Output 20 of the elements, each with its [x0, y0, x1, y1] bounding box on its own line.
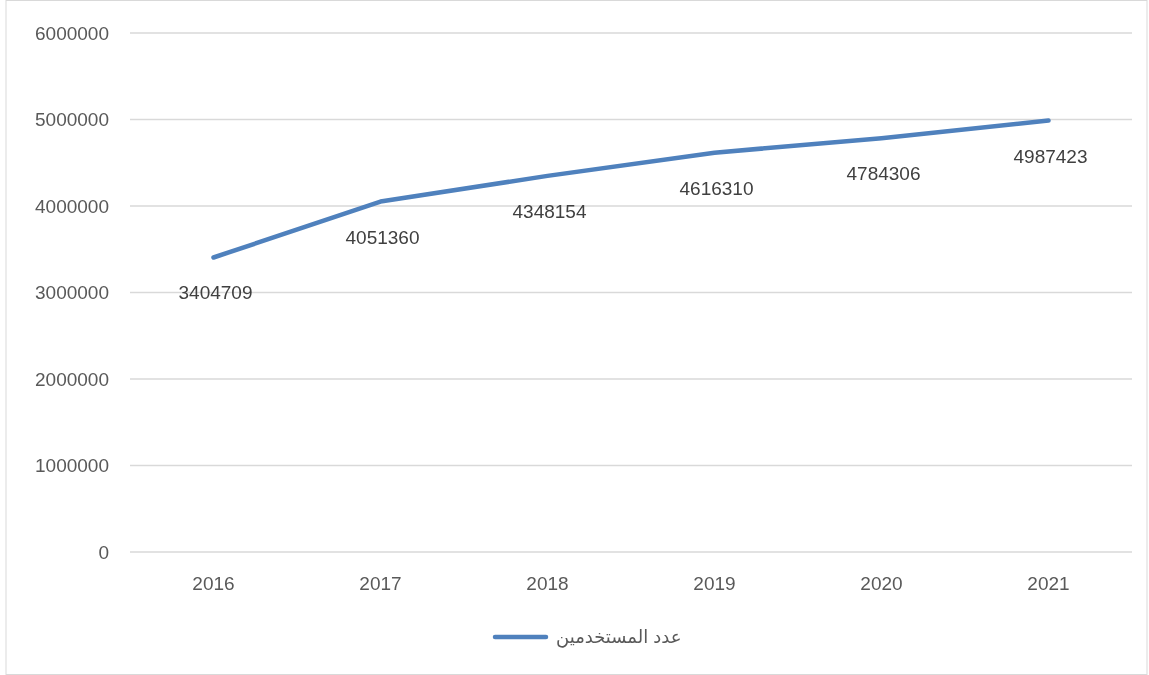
- y-tick-label: 1000000: [35, 455, 109, 477]
- x-tick-label: 2018: [526, 573, 569, 594]
- data-label: 4987423: [1013, 145, 1088, 167]
- x-tick-label: 2021: [1027, 573, 1070, 594]
- data-label: 3404709: [178, 282, 253, 304]
- y-tick-label: 3000000: [35, 282, 109, 304]
- y-tick-label: 6000000: [35, 22, 109, 44]
- x-tick-label: 2020: [860, 573, 903, 594]
- data-label: 4784306: [846, 163, 921, 185]
- data-label: 4051360: [345, 226, 420, 248]
- y-tick-label: 4000000: [35, 195, 109, 217]
- x-tick-label: 2017: [359, 573, 402, 594]
- x-tick-label: 2019: [693, 573, 736, 594]
- data-label: 4348154: [512, 200, 587, 222]
- x-tick-label: 2016: [192, 573, 235, 594]
- legend-label: عدد المستخدمين: [556, 627, 682, 649]
- y-tick-label: 0: [98, 541, 109, 563]
- y-tick-label: 2000000: [35, 368, 109, 390]
- data-label: 4616310: [679, 177, 754, 199]
- y-tick-label: 5000000: [35, 109, 109, 131]
